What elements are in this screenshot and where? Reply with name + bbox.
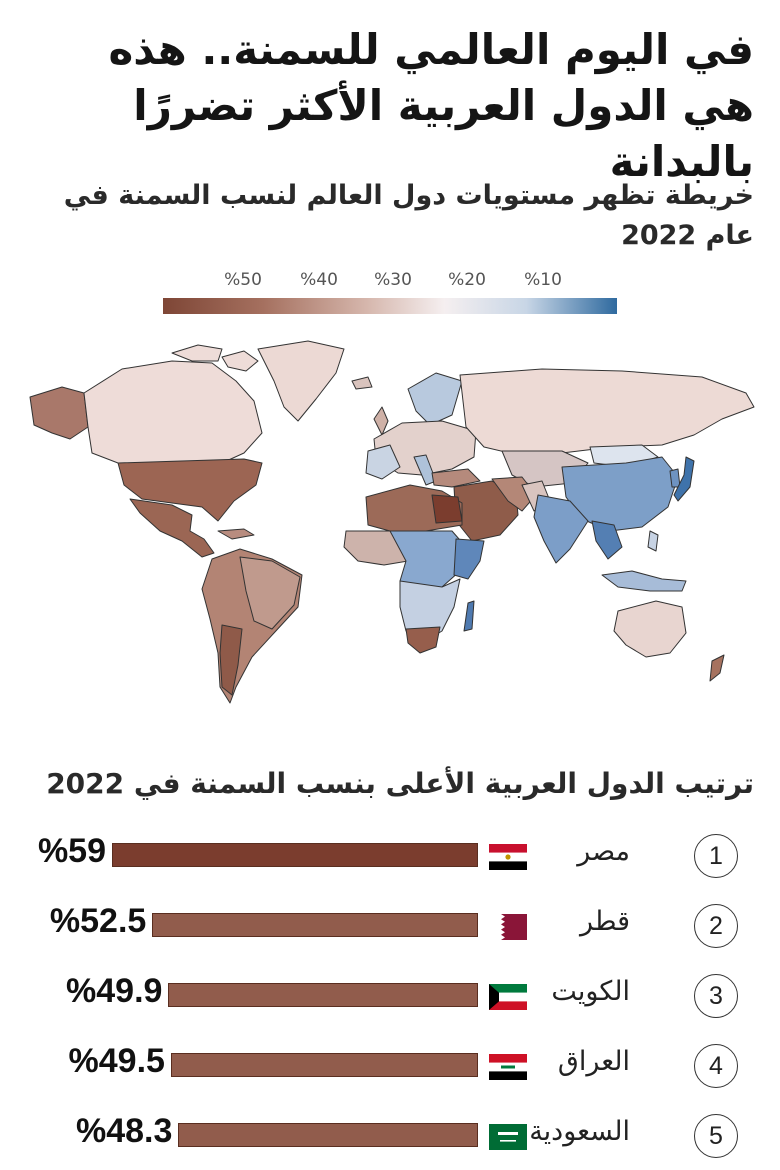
map-region-france-spain bbox=[365, 444, 401, 480]
map-region-east-africa bbox=[453, 538, 485, 580]
map-region-alaska bbox=[29, 386, 89, 440]
map-region-indonesia bbox=[601, 570, 687, 592]
map-region-iceland bbox=[351, 376, 373, 390]
egypt-flag-icon bbox=[489, 844, 527, 870]
map-region-madagascar bbox=[463, 600, 475, 632]
map-region-canada bbox=[83, 360, 263, 464]
bar bbox=[112, 843, 478, 867]
map-region-arctic-islands bbox=[221, 350, 259, 372]
map-region-scandinavia bbox=[407, 372, 463, 426]
qatar-flag-icon bbox=[489, 914, 527, 940]
value-label: %48.3 bbox=[75, 1112, 173, 1150]
map-region-usa bbox=[117, 458, 263, 522]
map-region-mexico bbox=[129, 498, 215, 558]
map-region-south-africa bbox=[405, 626, 441, 654]
map-region-philippines bbox=[647, 530, 659, 552]
legend-tick: %40 bbox=[300, 270, 338, 290]
rank-number: 1 bbox=[694, 834, 738, 878]
ranking-row: 4 العراق %49.5 bbox=[0, 1038, 780, 1098]
legend-tick: %10 bbox=[524, 270, 562, 290]
map-region-brazil bbox=[239, 556, 301, 630]
world-obesity-map bbox=[22, 335, 762, 715]
value-label: %49.9 bbox=[66, 972, 163, 1010]
country-name: السعودية bbox=[529, 1116, 630, 1147]
kuwait-flag-icon bbox=[489, 984, 527, 1010]
color-legend: %50 %40 %30 %20 %10 bbox=[163, 270, 617, 316]
map-region-uk bbox=[373, 406, 389, 436]
ranking-title: ترتيب الدول العربية الأعلى بنسب السمنة ف… bbox=[46, 767, 754, 800]
value-label: %52.5 bbox=[49, 902, 147, 940]
saudi-flag-icon bbox=[489, 1124, 527, 1150]
ranking-row: 2 قطر %52.5 bbox=[0, 898, 780, 958]
page-title: في اليوم العالمي للسمنة.. هذه هي الدول ا… bbox=[108, 25, 754, 186]
legend-tick: %30 bbox=[374, 270, 412, 290]
ranking-row: 1 مصر %59 bbox=[0, 828, 780, 888]
map-region-greenland bbox=[257, 340, 345, 422]
country-name: قطر bbox=[580, 906, 630, 937]
map-region-turkey bbox=[431, 468, 481, 488]
world-map-svg bbox=[29, 340, 755, 704]
ranking-row: 5 السعودية %48.3 bbox=[0, 1108, 780, 1168]
rank-number: 4 bbox=[694, 1044, 738, 1088]
rank-number: 2 bbox=[694, 904, 738, 948]
legend-tick: %20 bbox=[448, 270, 486, 290]
bar bbox=[152, 913, 478, 937]
rank-number: 3 bbox=[694, 974, 738, 1018]
bar bbox=[168, 983, 478, 1007]
map-region-egypt bbox=[431, 494, 463, 524]
map-region-india bbox=[533, 494, 589, 564]
bar bbox=[178, 1123, 478, 1147]
map-region-central-africa bbox=[389, 530, 467, 592]
map-region-argentina bbox=[219, 624, 243, 696]
map-region-caribbean bbox=[217, 528, 255, 540]
country-name: العراق bbox=[557, 1046, 630, 1077]
rank-number: 5 bbox=[694, 1114, 738, 1158]
map-region-korea bbox=[669, 468, 681, 488]
legend-gradient-bar bbox=[163, 298, 617, 314]
map-region-southern-africa bbox=[399, 578, 461, 644]
bar bbox=[170, 1053, 478, 1077]
map-region-arctic-islands bbox=[171, 344, 223, 362]
map-region-southeast-asia bbox=[591, 520, 623, 560]
legend-tick: %50 bbox=[224, 270, 262, 290]
iraq-flag-icon bbox=[489, 1054, 527, 1080]
country-name: مصر bbox=[577, 836, 630, 867]
map-region-australia bbox=[613, 600, 687, 658]
map-region-new-zealand bbox=[709, 654, 725, 682]
value-label: %59 bbox=[37, 832, 106, 870]
map-subtitle: خريطة تظهر مستويات دول العالم لنسب السمن… bbox=[63, 180, 754, 251]
ranking-row: 3 الكويت %49.9 bbox=[0, 968, 780, 1028]
map-region-japan bbox=[673, 456, 695, 502]
country-name: الكويت bbox=[551, 976, 630, 1007]
value-label: %49.5 bbox=[68, 1042, 165, 1080]
map-region-russia bbox=[459, 368, 755, 456]
